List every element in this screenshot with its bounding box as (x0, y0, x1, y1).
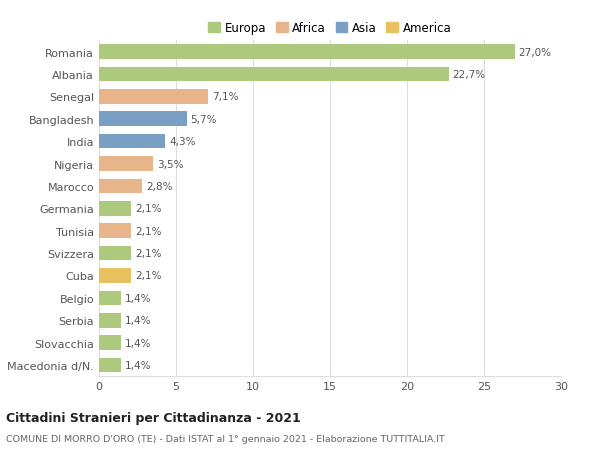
Text: 1,4%: 1,4% (124, 315, 151, 325)
Text: COMUNE DI MORRO D'ORO (TE) - Dati ISTAT al 1° gennaio 2021 - Elaborazione TUTTIT: COMUNE DI MORRO D'ORO (TE) - Dati ISTAT … (6, 434, 445, 443)
Bar (99, 45, 515, 60)
Bar (99, 202, 131, 216)
Text: 2,1%: 2,1% (135, 226, 161, 236)
Legend: Europa, Africa, Asia, America: Europa, Africa, Asia, America (205, 19, 455, 39)
Bar (99, 291, 121, 305)
Text: 2,1%: 2,1% (135, 248, 161, 258)
Bar (99, 313, 121, 328)
Bar (99, 134, 165, 149)
Bar (99, 246, 131, 261)
Text: 1,4%: 1,4% (124, 360, 151, 370)
Text: 1,4%: 1,4% (124, 293, 151, 303)
Bar (99, 224, 131, 238)
Bar (99, 90, 208, 104)
Text: 27,0%: 27,0% (518, 47, 551, 57)
Bar (99, 269, 131, 283)
Bar (99, 336, 121, 350)
Bar (99, 112, 187, 127)
Text: 22,7%: 22,7% (452, 70, 485, 80)
Text: 7,1%: 7,1% (212, 92, 239, 102)
Bar (99, 179, 142, 194)
Text: Cittadini Stranieri per Cittadinanza - 2021: Cittadini Stranieri per Cittadinanza - 2… (6, 411, 301, 424)
Bar (99, 358, 121, 372)
Text: 4,3%: 4,3% (169, 137, 196, 147)
Text: 3,5%: 3,5% (157, 159, 183, 169)
Text: 2,1%: 2,1% (135, 204, 161, 214)
Text: 2,8%: 2,8% (146, 181, 172, 191)
Bar (99, 67, 449, 82)
Bar (99, 157, 153, 171)
Text: 5,7%: 5,7% (191, 114, 217, 124)
Text: 2,1%: 2,1% (135, 271, 161, 281)
Text: 1,4%: 1,4% (124, 338, 151, 348)
